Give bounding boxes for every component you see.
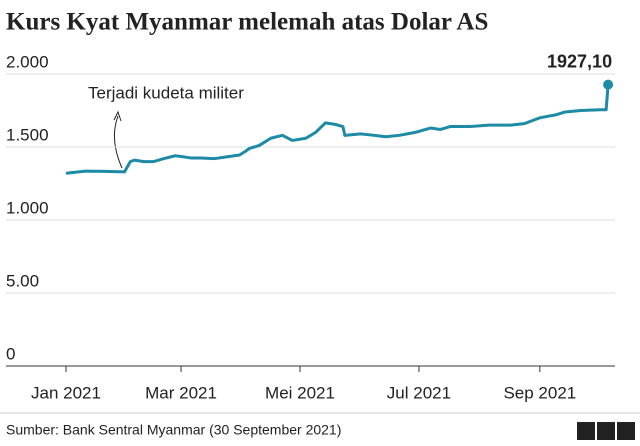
- y-tick-label: 0: [6, 344, 15, 363]
- x-tick-label: Jan 2021: [31, 383, 101, 402]
- y-tick-label: 2.000: [6, 52, 49, 71]
- annotation-arrow: [114, 115, 123, 169]
- arrow-head: [113, 110, 122, 122]
- logo-box: [597, 422, 615, 440]
- chart-title: Kurs Kyat Myanmar melemah atas Dolar AS: [6, 9, 488, 36]
- logo-letter: B: [581, 423, 591, 439]
- x-tick-label: Mei 2021: [265, 383, 335, 402]
- logo-box: [617, 422, 635, 440]
- end-point: [603, 79, 614, 90]
- y-tick-label: 1.500: [6, 125, 49, 144]
- x-tick-label: Sep 2021: [503, 383, 576, 402]
- source: Sumber: Bank Sentral Myanmar (30 Septemb…: [6, 422, 341, 438]
- y-tick-label: 5.00: [6, 271, 39, 290]
- logo-box: [577, 422, 595, 440]
- line: [65, 84, 610, 175]
- x-tick-label: Jul 2021: [387, 383, 451, 402]
- annotation: Terjadi kudeta militer: [88, 83, 244, 102]
- y-tick-label: 1.000: [6, 198, 49, 217]
- x-tick-label: Mar 2021: [145, 383, 217, 402]
- logo-letter: B: [601, 423, 611, 439]
- logo-letter: C: [621, 423, 631, 439]
- value-label: 1927,10: [547, 51, 612, 71]
